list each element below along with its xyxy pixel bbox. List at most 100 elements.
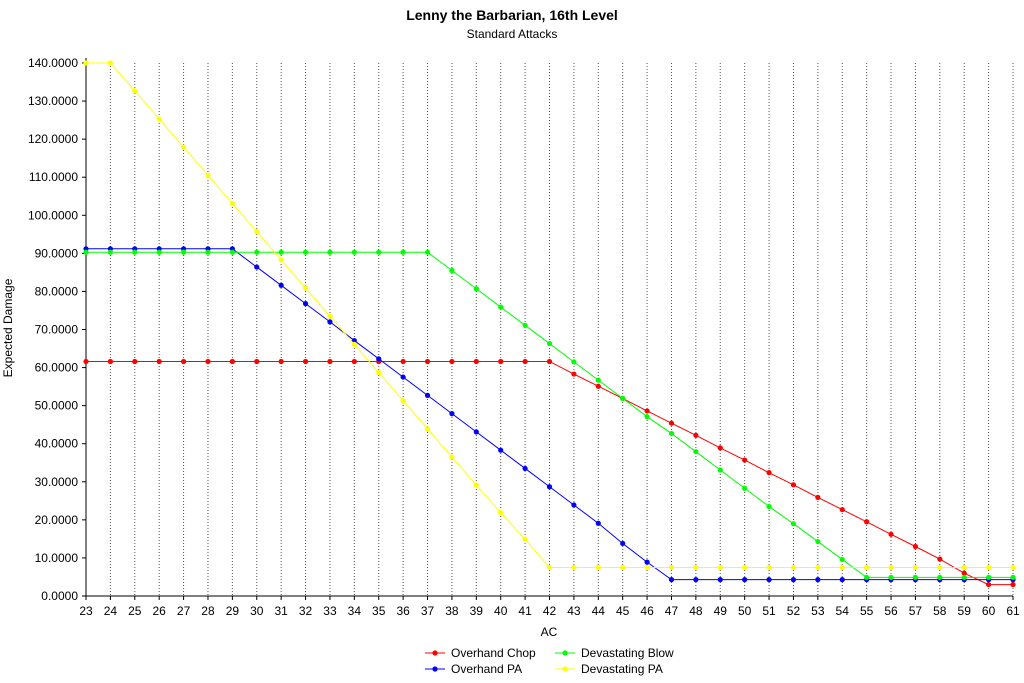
data-point [424, 358, 431, 365]
x-tick-label: 43 [567, 604, 581, 618]
data-point [522, 358, 528, 365]
data-point [400, 358, 406, 365]
data-point [424, 426, 431, 432]
data-point [620, 564, 626, 571]
x-tick-label: 50 [738, 604, 752, 618]
gridlines [85, 63, 1014, 596]
data-point [937, 574, 943, 580]
data-point [498, 358, 504, 365]
x-tick-label: 49 [714, 604, 728, 618]
y-tick-label: 90.0000 [35, 246, 79, 260]
data-point [668, 420, 675, 426]
data-point [742, 564, 748, 571]
data-point [132, 249, 138, 255]
legend-label: Devastating Blow [581, 646, 674, 660]
data-point [546, 484, 553, 490]
data-point [107, 60, 113, 66]
x-tick-label: 40 [494, 604, 508, 618]
legend-label: Overhand Chop [451, 646, 536, 660]
data-point [180, 249, 187, 255]
chart-title: Lenny the Barbarian, 16th Level [406, 7, 618, 23]
x-tick-label: 53 [811, 604, 825, 618]
y-tick-label: 60.0000 [35, 361, 79, 375]
data-point [790, 577, 797, 583]
data-point [717, 564, 723, 571]
data-point [498, 510, 504, 516]
x-tick-label: 48 [689, 604, 703, 618]
y-tick-label: 100.0000 [28, 208, 78, 222]
y-axis-ticks: 0.0000 10.0000 20.0000 30.0000 40.0000 50.000… [28, 56, 86, 603]
x-tick-label: 46 [640, 604, 654, 618]
data-point [254, 229, 260, 235]
x-tick-label: 54 [836, 604, 850, 618]
x-tick-label: 45 [616, 604, 630, 618]
data-point [376, 356, 382, 362]
legend-swatch-marker [432, 650, 438, 656]
y-tick-label: 50.0000 [35, 399, 79, 413]
data-point [156, 116, 162, 122]
data-point [571, 371, 577, 377]
data-point [1010, 574, 1016, 580]
x-tick-label: 28 [201, 604, 215, 618]
data-point [229, 200, 235, 207]
data-point [302, 285, 309, 291]
data-point [351, 341, 357, 347]
data-point [839, 577, 845, 583]
y-tick-label: 130.0000 [28, 94, 78, 108]
data-point [766, 503, 772, 510]
x-tick-label: 26 [153, 604, 167, 618]
data-point [595, 520, 601, 526]
data-point [912, 564, 919, 571]
data-point [522, 536, 528, 542]
y-tick-label: 110.0000 [29, 170, 78, 184]
data-point [400, 398, 406, 404]
x-tick-label: 31 [274, 604, 288, 618]
data-point [693, 449, 699, 455]
x-tick-label: 30 [250, 604, 264, 618]
data-point [961, 570, 967, 576]
data-point [644, 564, 650, 571]
data-point [790, 482, 797, 488]
legend-swatch-marker [562, 650, 568, 656]
x-tick-label: 37 [421, 604, 435, 618]
x-tick-label: 59 [958, 604, 972, 618]
data-point [693, 432, 699, 438]
data-point [546, 358, 553, 365]
data-point [571, 564, 577, 571]
data-point [815, 577, 821, 583]
data-point [717, 467, 723, 473]
chart-subtitle: Standard Attacks [467, 27, 558, 41]
data-point [766, 564, 772, 571]
x-tick-label: 39 [470, 604, 484, 618]
data-point [1010, 581, 1016, 588]
data-point [815, 494, 821, 500]
data-point [83, 60, 89, 66]
legend-item-overhand-chop: Overhand Chop [425, 646, 536, 660]
data-point [644, 408, 650, 414]
y-tick-label: 10.0000 [35, 551, 79, 565]
data-point [498, 304, 504, 310]
data-point [961, 574, 967, 580]
data-point [986, 574, 992, 580]
data-point [693, 564, 699, 571]
data-point [742, 457, 748, 463]
legend: Overhand Chop Devastating Blow Overhand PA… [425, 646, 674, 676]
data-point [278, 257, 284, 263]
data-point [986, 581, 992, 588]
x-tick-label: 61 [1006, 604, 1020, 618]
data-point [327, 249, 333, 255]
data-point [839, 564, 845, 571]
data-point [864, 574, 870, 580]
y-tick-label: 140.0000 [28, 56, 78, 70]
x-tick-label: 36 [396, 604, 410, 618]
data-point [937, 564, 943, 571]
data-point [742, 577, 748, 583]
legend-swatch-marker [562, 666, 568, 672]
data-point [1010, 564, 1016, 571]
data-point [400, 374, 406, 380]
data-point [742, 485, 748, 491]
data-point [205, 249, 211, 255]
data-point [717, 577, 723, 583]
data-point [351, 337, 357, 344]
data-point [302, 301, 309, 307]
